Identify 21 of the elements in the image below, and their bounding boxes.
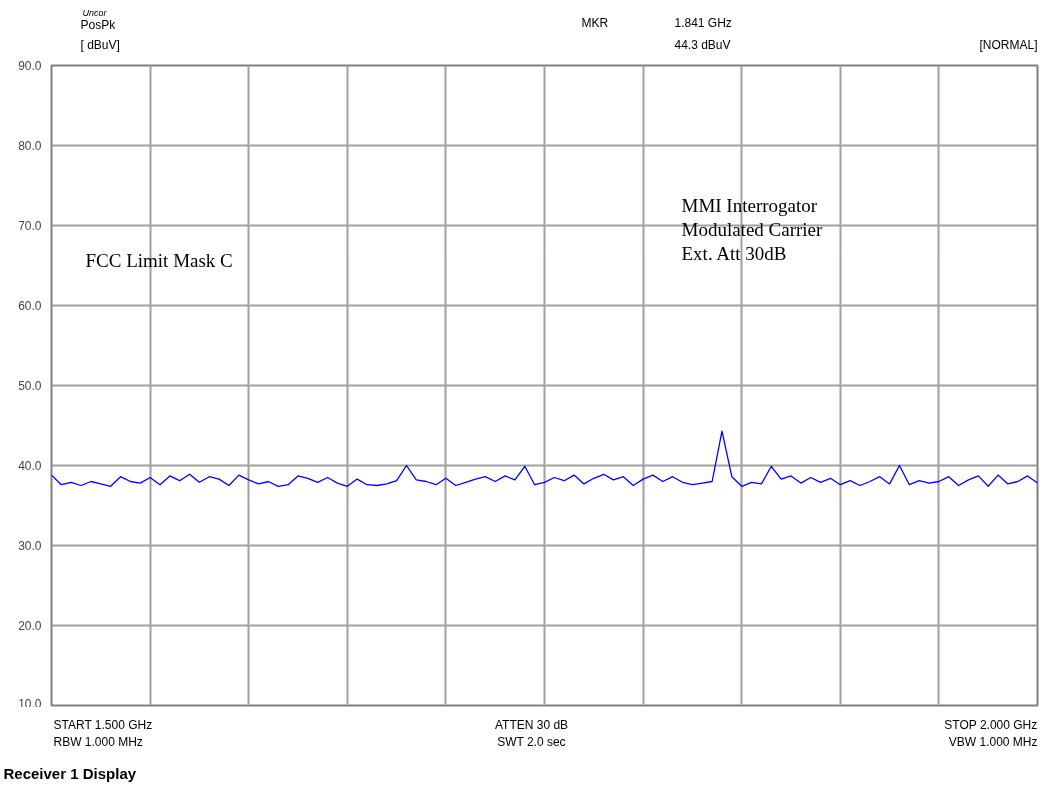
y-tick-label: 10.0 — [18, 696, 42, 711]
y-tick-label: 50.0 — [18, 379, 42, 393]
text: MKR 1.841 GHz 44.3 dBuV — [581, 15, 732, 52]
text: Uncor — [82, 7, 108, 18]
y-tick-label: 40.0 — [18, 459, 42, 473]
y-tick-label: 90.0 — [18, 59, 42, 73]
y-axis-title: [ dBuV] — [80, 37, 120, 52]
text: START 1.500 GHz RBW 1.000 MHz — [53, 718, 153, 749]
annotation: MMI Interrogator Modulated Carrier Ext. Att 30dB — [681, 194, 824, 265]
text: STOP 2.000 GHz VBW 1.000 MHz — [944, 718, 1038, 749]
text: PosPk — [80, 17, 117, 32]
line-series — [51, 430, 1038, 487]
text: ATTEN 30 dB SWT 2.0 sec — [494, 718, 569, 749]
y-tick-label: 60.0 — [18, 299, 42, 313]
text: [NORMAL] — [979, 37, 1038, 52]
y-tick-label: 70.0 — [18, 219, 42, 233]
annotation: FCC Limit Mask C — [85, 250, 233, 271]
text: Receiver 1 Display — [3, 765, 137, 782]
y-tick-label: 80.0 — [18, 139, 42, 153]
y-tick-label: 30.0 — [18, 539, 42, 553]
y-tick-label: 20.0 — [18, 619, 42, 633]
